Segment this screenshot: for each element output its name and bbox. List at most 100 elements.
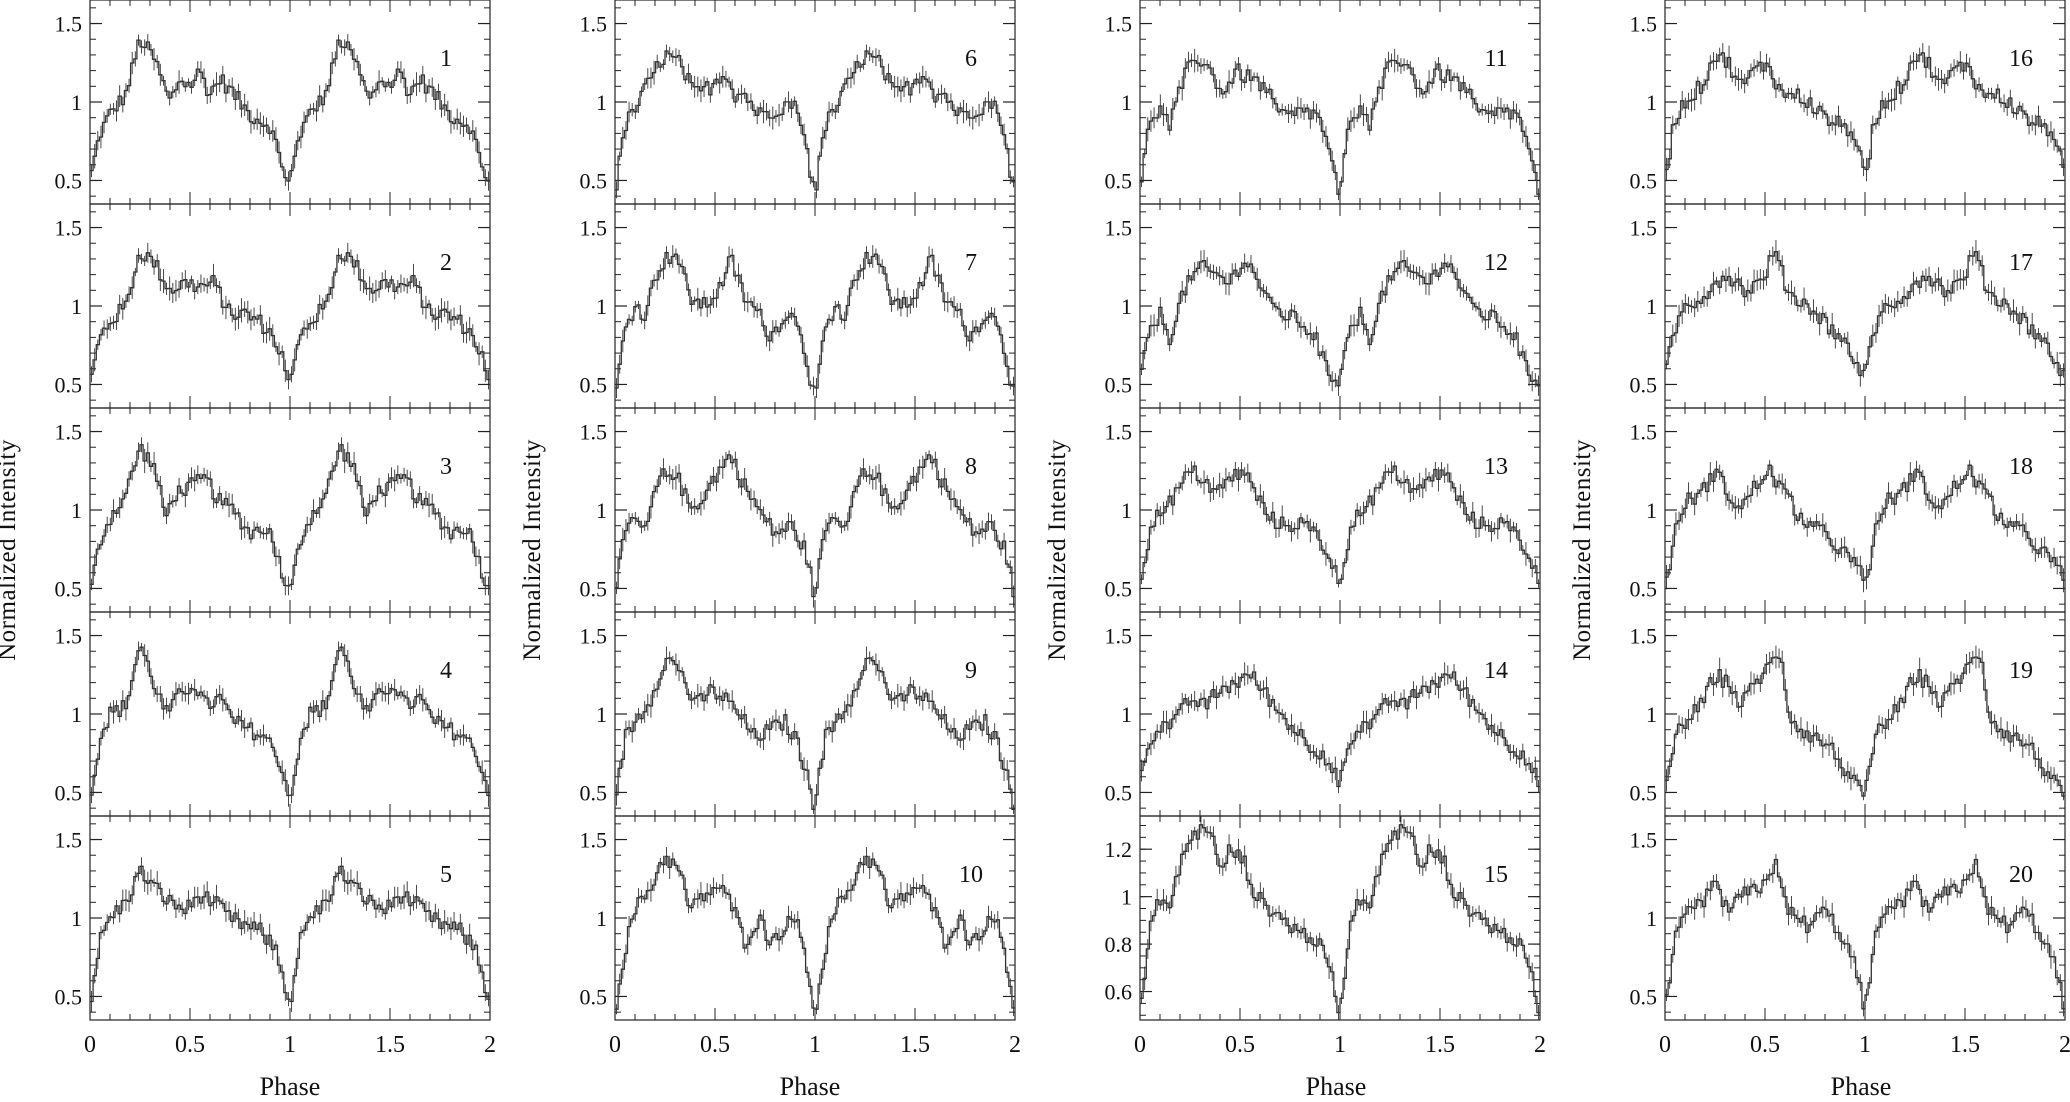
- y-tick-label: 0.5: [55, 576, 83, 601]
- y-tick-label: 1: [1646, 702, 1657, 727]
- panel-11: 0.511.511: [1105, 0, 1541, 204]
- y-tick-label: 1: [1121, 885, 1132, 910]
- panel-1: 0.511.51: [55, 0, 491, 204]
- x-tick-label: 0: [1659, 1032, 1671, 1058]
- x-tick-label: 0.5: [175, 1032, 205, 1058]
- panel-number-label: 3: [440, 454, 452, 480]
- y-tick-label: 1: [596, 498, 607, 523]
- x-tick-label: 2: [484, 1032, 496, 1058]
- y-tick-label: 0.5: [1630, 576, 1658, 601]
- y-tick-label: 1: [71, 906, 82, 931]
- y-tick-label: 0.5: [55, 984, 83, 1009]
- y-tick-label: 0.5: [1630, 168, 1658, 193]
- panel-number-label: 18: [2009, 454, 2033, 480]
- y-tick-label: 1: [1121, 90, 1132, 115]
- x-tick-label: 1: [1334, 1032, 1346, 1058]
- panel-frame-3: [90, 408, 490, 612]
- y-tick-label: 1.5: [55, 420, 83, 445]
- y-tick-label: 0.8: [1105, 932, 1133, 957]
- profile-line-7: [615, 253, 1015, 388]
- y-tick-label: 1: [596, 906, 607, 931]
- y-tick-label: 0.5: [580, 168, 608, 193]
- x-tick-label: 1: [284, 1032, 296, 1058]
- panel-frame-18: [1665, 408, 2065, 612]
- panel-number-label: 2: [440, 250, 452, 276]
- y-tick-label: 0.5: [1105, 576, 1133, 601]
- x-tick-label: 2: [1534, 1032, 1546, 1058]
- profile-line-1: [90, 40, 490, 181]
- y-tick-label: 1.5: [1630, 216, 1658, 241]
- x-axis-label-col4: Phase: [1801, 1072, 1921, 1102]
- panel-number-label: 12: [1484, 250, 1508, 276]
- y-tick-label: 1.5: [55, 216, 83, 241]
- y-tick-label: 0.5: [1630, 780, 1658, 805]
- panel-number-label: 15: [1484, 862, 1508, 888]
- panel-6: 0.511.56: [580, 0, 1016, 204]
- panel-number-label: 19: [2009, 658, 2033, 684]
- panel-17: 0.511.517: [1630, 204, 2066, 408]
- panel-number-label: 10: [959, 862, 983, 888]
- panel-14: 0.511.514: [1105, 612, 1541, 816]
- panel-8: 0.511.58: [580, 408, 1016, 612]
- y-tick-label: 1.5: [580, 216, 608, 241]
- x-tick-label: 2: [1009, 1032, 1021, 1058]
- x-axis-label-col2: Phase: [750, 1072, 870, 1102]
- panel-number-label: 1: [440, 46, 452, 72]
- y-tick-label: 1: [596, 90, 607, 115]
- y-tick-label: 1.5: [580, 624, 608, 649]
- panel-number-label: 14: [1484, 658, 1508, 684]
- panel-19: 0.5 1 1.5 19: [1630, 612, 2066, 816]
- profile-line-2: [90, 253, 490, 380]
- panel-12: 0.511.512: [1105, 204, 1541, 408]
- panel-frame-6: [615, 0, 1015, 204]
- x-tick-label: 0.5: [1750, 1032, 1780, 1058]
- y-tick-label: 0.5: [580, 984, 608, 1009]
- profile-line-15: [1140, 825, 1540, 1013]
- y-tick-label: 1: [1646, 906, 1657, 931]
- y-tick-label: 1.5: [1630, 828, 1658, 853]
- x-tick-label: 1.5: [375, 1032, 405, 1058]
- y-tick-label: 0.5: [55, 372, 83, 397]
- y-tick-label: 1.5: [1105, 420, 1133, 445]
- panel-frame-9: [615, 612, 1015, 816]
- y-tick-label: 0.5: [580, 576, 608, 601]
- y-tick-label: 0.5: [1105, 372, 1133, 397]
- x-tick-label: 2: [2059, 1032, 2070, 1058]
- x-tick-label: 1.5: [1950, 1032, 1980, 1058]
- profile-line-4: [90, 647, 490, 795]
- profile-line-14: [1140, 672, 1540, 787]
- x-axis-label-col1: Phase: [230, 1072, 350, 1102]
- x-tick-label: 0: [609, 1032, 621, 1058]
- y-tick-label: 1.2: [1105, 837, 1133, 862]
- panel-number-label: 13: [1484, 454, 1508, 480]
- y-tick-label: 1.5: [55, 12, 83, 37]
- y-tick-label: 1: [1121, 702, 1132, 727]
- profile-line-11: [1140, 60, 1540, 194]
- panel-9: 0.511.59: [580, 612, 1016, 816]
- y-tick-label: 1.5: [580, 828, 608, 853]
- panel-number-label: 16: [2009, 46, 2033, 72]
- panel-number-label: 8: [965, 454, 977, 480]
- panel-number-label: 9: [965, 658, 977, 684]
- profile-line-5: [90, 866, 490, 1001]
- y-tick-label: 1.5: [1630, 12, 1658, 37]
- y-tick-label: 0.5: [55, 168, 83, 193]
- profile-line-3: [90, 445, 490, 586]
- y-tick-label: 0.6: [1105, 980, 1133, 1005]
- y-tick-label: 1.5: [580, 12, 608, 37]
- panel-frame-7: [615, 204, 1015, 408]
- x-tick-label: 1.5: [1425, 1032, 1455, 1058]
- y-tick-label: 1: [1121, 294, 1132, 319]
- y-tick-label: 1.5: [1630, 624, 1658, 649]
- profile-line-17: [1665, 252, 2065, 376]
- y-tick-label: 1: [1646, 294, 1657, 319]
- y-tick-label: 1.5: [55, 624, 83, 649]
- profile-line-12: [1140, 261, 1540, 386]
- panel-number-label: 5: [440, 862, 452, 888]
- y-tick-label: 1: [596, 702, 607, 727]
- y-tick-label: 1: [1646, 498, 1657, 523]
